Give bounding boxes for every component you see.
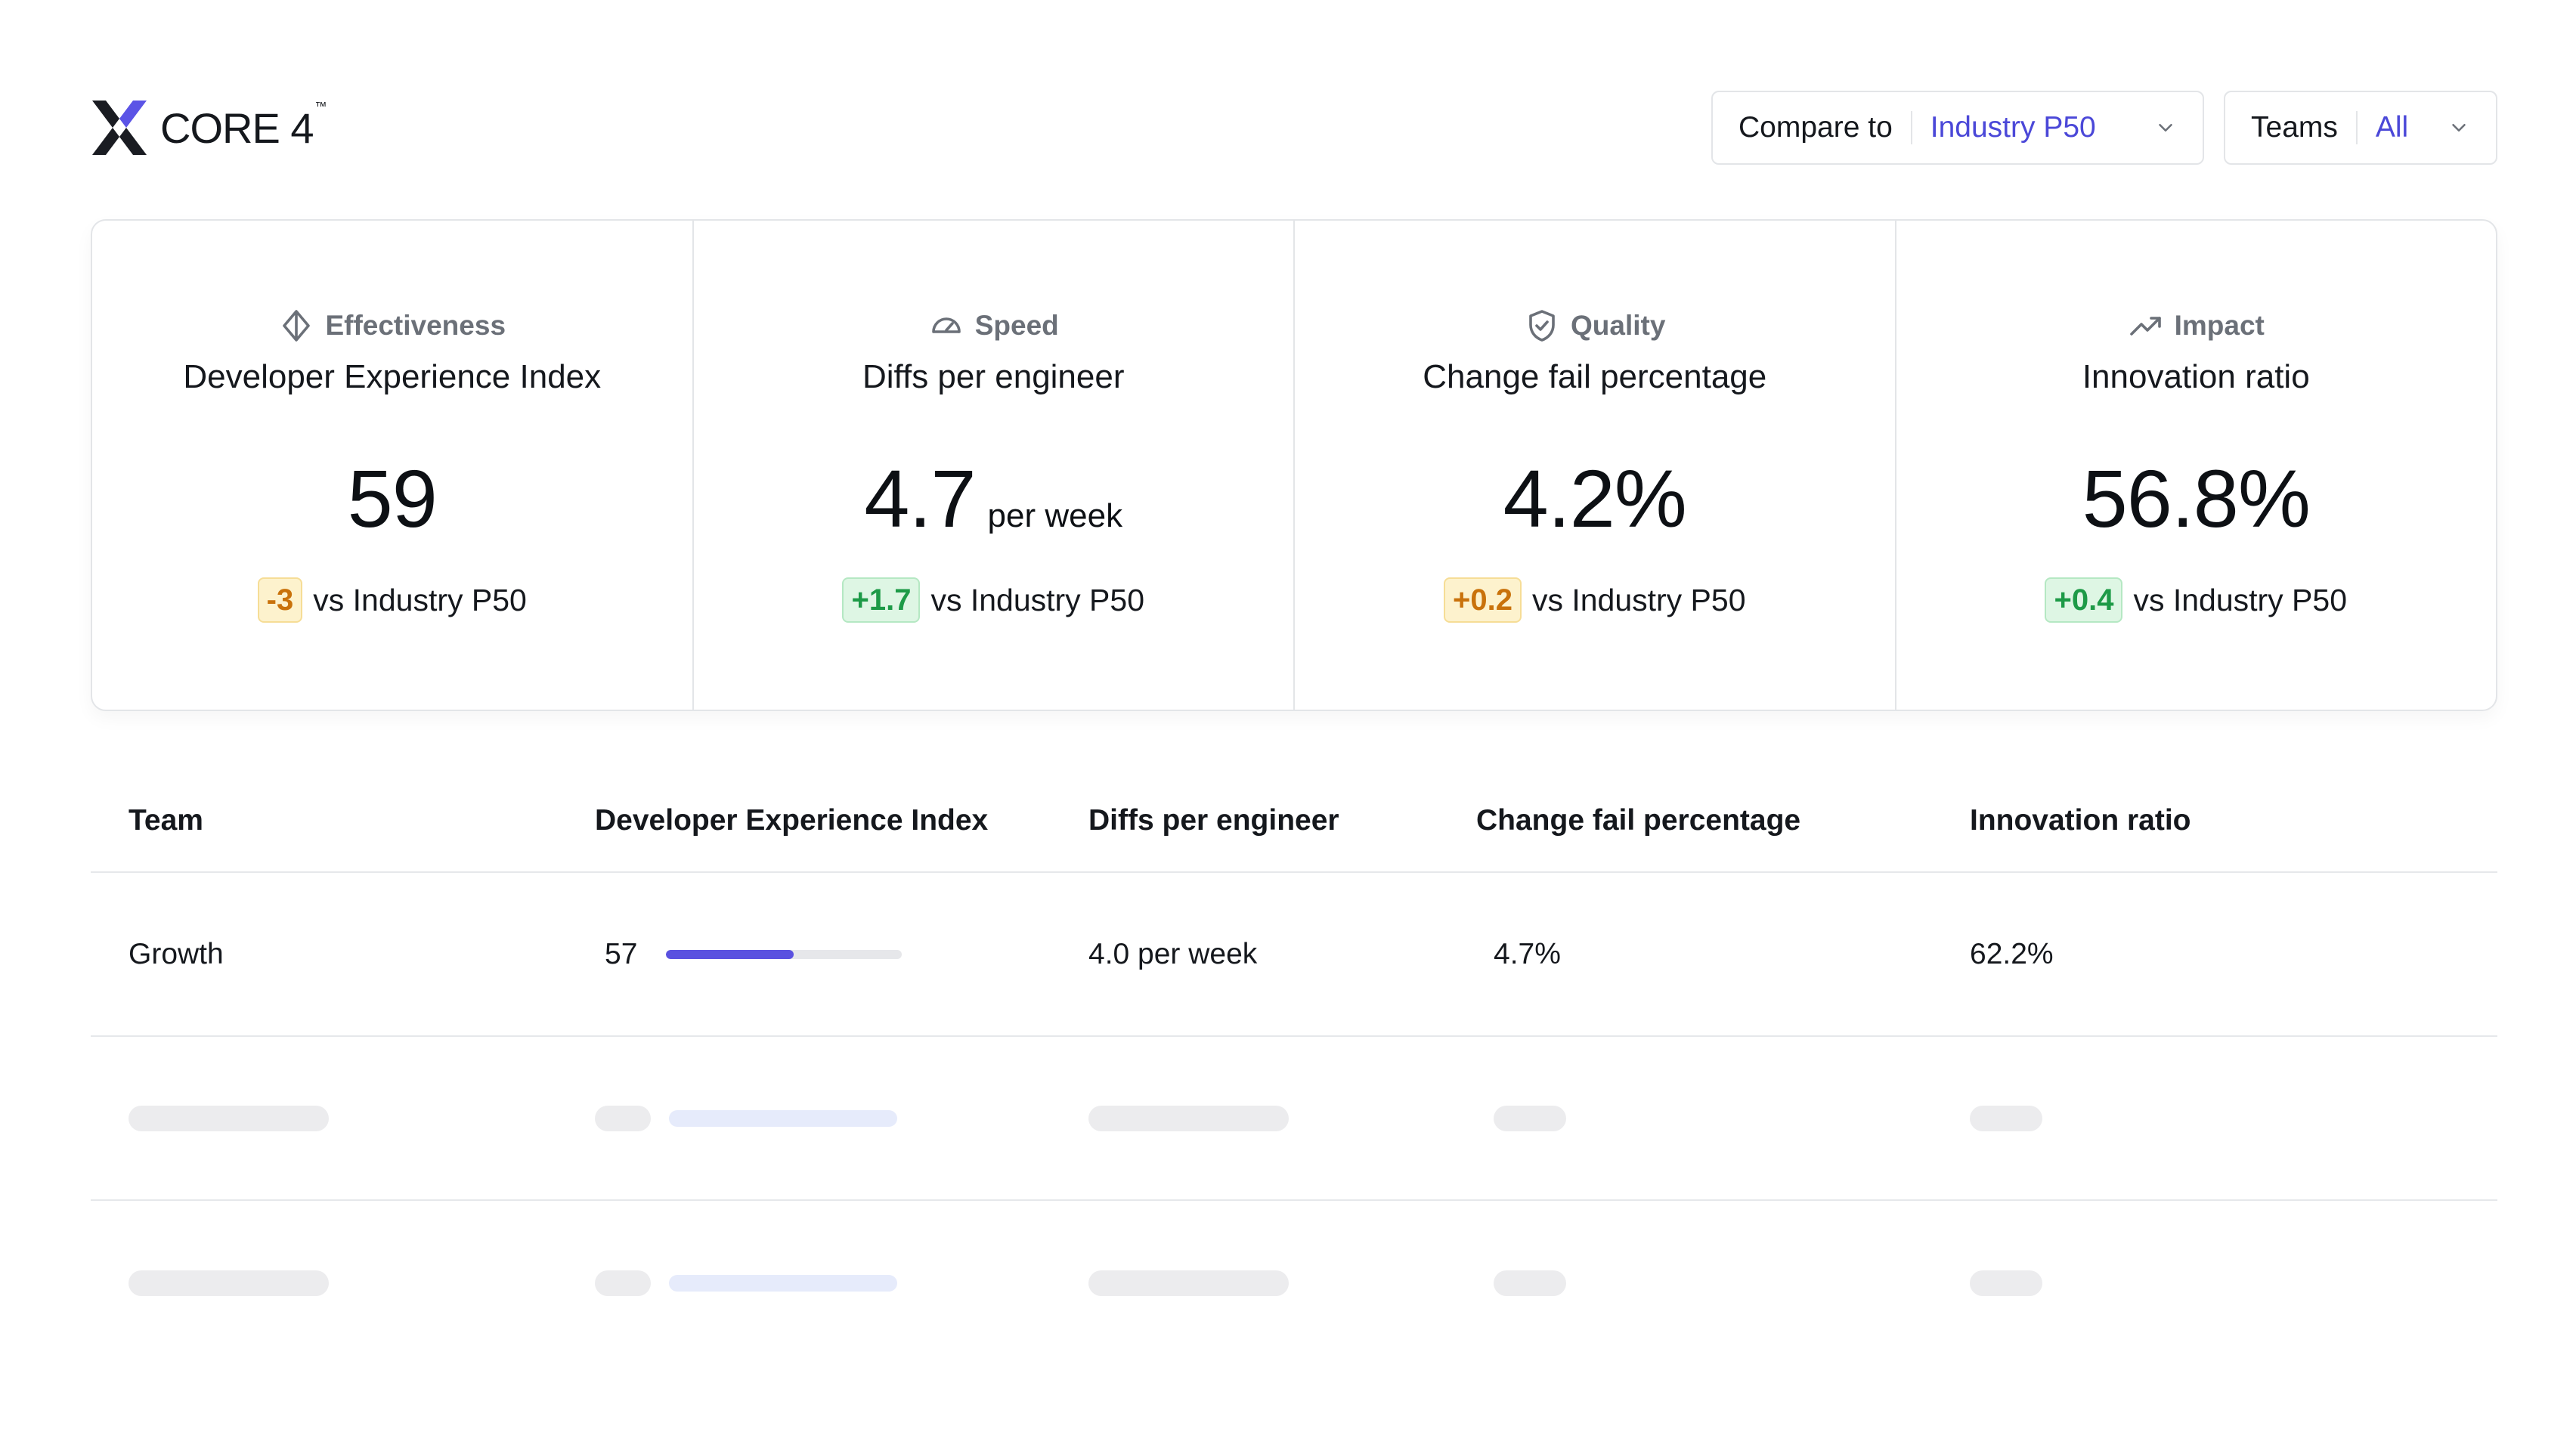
compare-to-dropdown[interactable]: Compare to Industry P50 — [1711, 91, 2204, 165]
comparison-label: vs Industry P50 — [313, 582, 527, 617]
category-label: Speed — [974, 310, 1059, 341]
metric-card-quality[interactable]: Quality Change fail percentage 4.2% +0.2… — [1295, 221, 1896, 710]
metric-delta: -3 vs Industry P50 — [92, 577, 692, 623]
skeleton-placeholder — [1494, 1270, 1566, 1296]
brand-logo[interactable]: CORE 4 ™ — [91, 99, 327, 156]
shield-check-icon — [1529, 310, 1555, 342]
skeleton-cell — [1088, 1037, 1289, 1199]
card-category: Quality — [1295, 308, 1895, 344]
metric-title: Developer Experience Index — [183, 358, 602, 395]
metric-title: Diffs per engineer — [862, 358, 1125, 395]
chevron-down-icon — [2159, 124, 2172, 131]
delta-badge: +1.7 — [842, 577, 921, 623]
delta-badge: +0.4 — [2045, 577, 2123, 623]
table-row[interactable]: Growth 57 4.0 per week 4.7% 62.2% — [91, 873, 2497, 1037]
value-number: 59 — [347, 453, 438, 544]
metric-delta: +1.7 vs Industry P50 — [694, 577, 1294, 623]
teams-table: Team Developer Experience Index Diffs pe… — [91, 778, 2497, 1365]
comparison-label: vs Industry P50 — [1531, 582, 1746, 617]
metric-title: Innovation ratio — [2082, 358, 2310, 395]
skeleton-placeholder — [128, 1270, 329, 1296]
delta-badge: -3 — [257, 577, 303, 623]
teams-value: All — [2375, 111, 2409, 144]
chevron-down-icon — [2452, 124, 2466, 131]
metric-card-effectiveness[interactable]: Effectiveness Developer Experience Index… — [92, 221, 694, 710]
column-header-cfp[interactable]: Change fail percentage — [1476, 804, 1801, 837]
skeleton-bar — [669, 1109, 897, 1127]
team-name: Growth — [128, 937, 224, 970]
skeleton-cell — [1494, 1037, 1566, 1199]
speedometer-icon — [931, 317, 961, 333]
metric-value: 56.8% — [1896, 451, 2497, 546]
dxi-progress-fill — [666, 949, 794, 959]
compare-to-value: Industry P50 — [1930, 111, 2096, 144]
compare-to-label: Compare to — [1738, 111, 1893, 144]
skeleton-placeholder — [1970, 1105, 2042, 1131]
comparison-label: vs Industry P50 — [2133, 582, 2348, 617]
metric-card-speed[interactable]: Speed Diffs per engineer 4.7 per week +1… — [694, 221, 1295, 710]
skeleton-cell — [1088, 1201, 1289, 1365]
skeleton-placeholder — [1494, 1105, 1566, 1131]
metric-delta: +0.2 vs Industry P50 — [1295, 577, 1895, 623]
category-label: Impact — [2174, 310, 2265, 341]
brand-name: CORE 4 ™ — [160, 100, 327, 152]
teams-dropdown[interactable]: Teams All — [2224, 91, 2497, 165]
value-unit: per week — [987, 497, 1123, 534]
metric-cards: Effectiveness Developer Experience Index… — [91, 219, 2497, 711]
core4-logo-icon — [92, 101, 147, 155]
delta-badge: +0.2 — [1443, 577, 1522, 623]
innovation-cell: 62.2% — [1970, 937, 2054, 970]
cfp-cell: 4.7% — [1494, 937, 1561, 970]
skeleton-cell — [1970, 1201, 2042, 1365]
divider — [2355, 111, 2358, 144]
skeleton-cell — [595, 1201, 897, 1365]
metric-title: Change fail percentage — [1423, 358, 1767, 395]
metric-value: 4.2% — [1295, 451, 1895, 546]
table-header: Team Developer Experience Index Diffs pe… — [91, 778, 2497, 873]
skeleton-placeholder — [128, 1105, 329, 1131]
column-header-innovation[interactable]: Innovation ratio — [1970, 804, 2191, 837]
metric-value: 59 — [92, 451, 692, 546]
skeleton-bar — [669, 1274, 897, 1292]
dxi-value: 57 — [605, 937, 638, 970]
skeleton-cell — [1494, 1201, 1566, 1365]
teams-label: Teams — [2251, 111, 2338, 144]
loading-row — [91, 1201, 2497, 1365]
trending-up-icon — [2129, 317, 2161, 336]
card-category: Speed — [694, 308, 1294, 344]
skeleton-cell — [128, 1037, 329, 1199]
filter-controls: Compare to Industry P50 Teams All — [1711, 91, 2497, 165]
card-category: Effectiveness — [92, 308, 692, 344]
card-category: Impact — [1896, 308, 2497, 344]
divider — [1910, 111, 1912, 144]
column-header-diffs[interactable]: Diffs per engineer — [1088, 804, 1339, 837]
category-label: Quality — [1571, 310, 1666, 341]
value-number: 56.8% — [2082, 453, 2311, 544]
comparison-label: vs Industry P50 — [930, 582, 1145, 617]
skeleton-placeholder — [1088, 1105, 1289, 1131]
diamond-icon — [283, 310, 311, 342]
value-number: 4.2% — [1503, 453, 1687, 544]
skeleton-cell — [128, 1201, 329, 1365]
category-label: Effectiveness — [325, 310, 506, 341]
skeleton-placeholder — [1088, 1270, 1289, 1296]
dxi-cell: 57 — [605, 873, 903, 1035]
value-number: 4.7 — [864, 453, 976, 544]
skeleton-placeholder — [595, 1105, 651, 1131]
header: CORE 4 ™ Compare to Industry P50 Teams Al… — [91, 91, 2497, 165]
dxi-progress-bar — [666, 949, 903, 959]
skeleton-cell — [1970, 1037, 2042, 1199]
column-header-dxi[interactable]: Developer Experience Index — [595, 804, 989, 837]
metric-value: 4.7 per week — [694, 451, 1294, 546]
diffs-cell: 4.0 per week — [1088, 937, 1258, 970]
skeleton-placeholder — [1970, 1270, 2042, 1296]
skeleton-placeholder — [595, 1270, 651, 1296]
loading-row — [91, 1037, 2497, 1201]
column-header-team[interactable]: Team — [128, 804, 203, 837]
skeleton-cell — [595, 1037, 897, 1199]
metric-delta: +0.4 vs Industry P50 — [1896, 577, 2497, 623]
metric-card-impact[interactable]: Impact Innovation ratio 56.8% +0.4 vs In… — [1896, 221, 2497, 710]
